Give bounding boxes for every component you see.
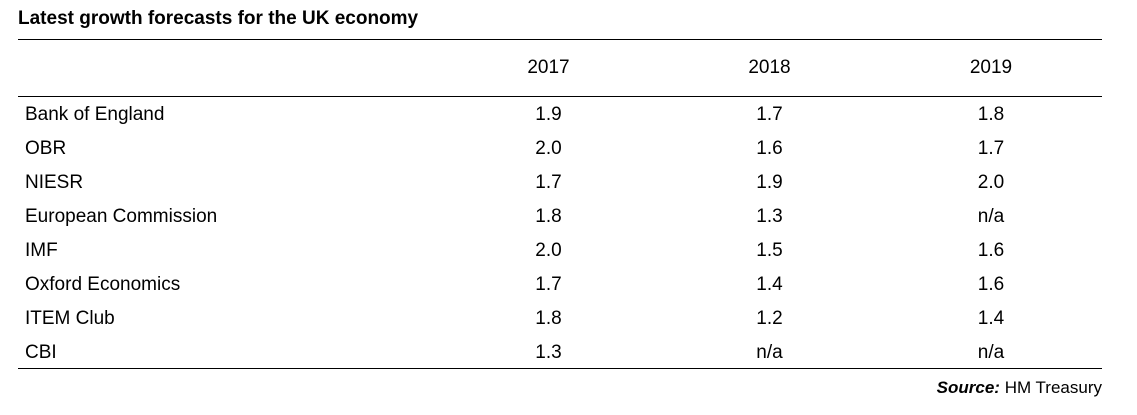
value-cell-2018: 1.3 — [756, 206, 783, 227]
value-cell-2019: 1.8 — [977, 104, 1005, 125]
source-note: Source: HM Treasury — [937, 377, 1102, 399]
header-row: 2017 2018 2019 — [18, 40, 1102, 96]
header-label-cell — [18, 40, 438, 96]
source-label: Source: — [936, 378, 1000, 397]
value-cell-2017: 1.9 — [535, 104, 562, 125]
value-cell-2018: 1.6 — [756, 138, 783, 159]
row-label: CBI — [25, 342, 57, 363]
row-label: ITEM Club — [25, 308, 115, 329]
table-body: Bank of England 1.9 1.7 1.8 OBR 2.0 1.6 1.7 NIES… — [18, 96, 1102, 370]
table-row: European Commission 1.8 1.3 n/a — [18, 200, 1102, 234]
value-cell-2019: 1.4 — [977, 308, 1005, 329]
table-row: OBR 2.0 1.6 1.7 — [18, 132, 1102, 166]
table-title: Latest growth forecasts for the UK econo… — [18, 8, 419, 29]
row-label: European Commission — [25, 206, 218, 227]
value-cell-2017: 1.8 — [535, 206, 562, 227]
value-cell-2017: 1.8 — [535, 308, 562, 329]
source-value: HM Treasury — [1004, 378, 1102, 397]
bottom-rule — [18, 368, 1102, 369]
top-rule — [18, 39, 1102, 40]
column-header-2019: 2019 — [969, 57, 1013, 78]
table-row: ITEM Club 1.8 1.2 1.4 — [18, 302, 1102, 336]
value-cell-2019: n/a — [977, 206, 1005, 227]
table-row: CBI 1.3 n/a n/a — [18, 336, 1102, 370]
column-header-2018: 2018 — [748, 57, 791, 78]
value-cell-2018: 1.9 — [756, 172, 783, 193]
row-label: OBR — [25, 138, 67, 159]
value-cell-2019: n/a — [977, 342, 1005, 363]
row-label: IMF — [25, 240, 58, 261]
value-cell-2017: 1.7 — [535, 274, 562, 295]
value-cell-2017: 2.0 — [535, 240, 562, 261]
value-cell-2017: 2.0 — [535, 138, 562, 159]
value-cell-2019: 1.6 — [977, 274, 1005, 295]
row-label: NIESR — [25, 172, 84, 193]
value-cell-2019: 2.0 — [977, 172, 1005, 193]
table-row: Oxford Economics 1.7 1.4 1.6 — [18, 268, 1102, 302]
table-row: Bank of England 1.9 1.7 1.8 — [18, 98, 1102, 132]
value-cell-2017: 1.3 — [535, 342, 562, 363]
column-header-2017: 2017 — [527, 57, 570, 78]
value-cell-2018: 1.7 — [756, 104, 783, 125]
row-label: Oxford Economics — [25, 274, 181, 295]
value-cell-2018: 1.5 — [756, 240, 783, 261]
header-rule — [18, 96, 1102, 97]
table-row: NIESR 1.7 1.9 2.0 — [18, 166, 1102, 200]
value-cell-2018: 1.2 — [756, 308, 783, 329]
value-cell-2018: 1.4 — [756, 274, 783, 295]
value-cell-2019: 1.6 — [977, 240, 1005, 261]
row-label: Bank of England — [25, 104, 165, 125]
value-cell-2018: n/a — [756, 342, 783, 363]
table-row: IMF 2.0 1.5 1.6 — [18, 234, 1102, 268]
forecast-table: 2017 2018 2019 Bank of England 1.9 1.7 1.8 O… — [18, 40, 1102, 370]
value-cell-2019: 1.7 — [977, 138, 1005, 159]
value-cell-2017: 1.7 — [535, 172, 562, 193]
